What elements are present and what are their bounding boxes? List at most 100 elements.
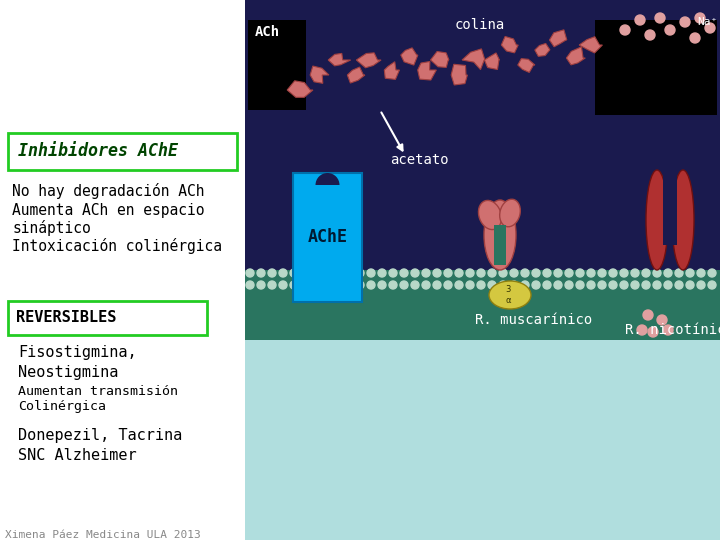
Polygon shape [401, 48, 418, 65]
Circle shape [378, 269, 386, 277]
Circle shape [587, 281, 595, 289]
FancyBboxPatch shape [293, 173, 362, 302]
Circle shape [323, 281, 331, 289]
Bar [595, 20, 717, 115]
Text: acetato: acetato [390, 153, 449, 167]
Circle shape [565, 281, 573, 289]
Text: Inhibidores AChE: Inhibidores AChE [18, 143, 178, 160]
Circle shape [554, 269, 562, 277]
Circle shape [499, 281, 507, 289]
Circle shape [290, 269, 298, 277]
Circle shape [433, 269, 441, 277]
Polygon shape [535, 44, 550, 56]
Circle shape [653, 281, 661, 289]
Circle shape [554, 281, 562, 289]
Circle shape [565, 269, 573, 277]
Circle shape [345, 269, 353, 277]
Circle shape [576, 281, 584, 289]
Circle shape [521, 269, 529, 277]
Polygon shape [418, 62, 436, 80]
Circle shape [598, 269, 606, 277]
Polygon shape [384, 62, 400, 79]
Polygon shape [310, 66, 329, 83]
Bar [494, 225, 506, 265]
Circle shape [686, 281, 694, 289]
Circle shape [257, 269, 265, 277]
Ellipse shape [484, 200, 516, 270]
Circle shape [279, 269, 287, 277]
FancyBboxPatch shape [8, 301, 207, 335]
Circle shape [466, 281, 474, 289]
Bar [245, 340, 720, 540]
Circle shape [697, 281, 705, 289]
Circle shape [279, 281, 287, 289]
Bar [0, 0, 245, 540]
Circle shape [444, 269, 452, 277]
Circle shape [642, 269, 650, 277]
Circle shape [510, 269, 518, 277]
Polygon shape [501, 37, 518, 53]
Circle shape [690, 33, 700, 43]
Circle shape [356, 281, 364, 289]
Bar [245, 270, 720, 340]
Circle shape [657, 315, 667, 325]
Circle shape [246, 269, 254, 277]
Circle shape [268, 269, 276, 277]
Circle shape [532, 281, 540, 289]
Circle shape [653, 269, 661, 277]
Circle shape [643, 310, 653, 320]
Circle shape [400, 269, 408, 277]
Bar [248, 20, 306, 110]
Circle shape [645, 30, 655, 40]
Circle shape [477, 269, 485, 277]
Circle shape [609, 281, 617, 289]
Circle shape [663, 325, 673, 335]
Polygon shape [567, 47, 585, 65]
Circle shape [543, 281, 551, 289]
Polygon shape [485, 53, 500, 70]
Text: REVERSIBLES: REVERSIBLES [16, 310, 117, 326]
Text: R. muscarínico: R. muscarínico [475, 313, 593, 327]
Circle shape [455, 281, 463, 289]
Circle shape [664, 269, 672, 277]
Text: R. nicotínico: R. nicotínico [625, 323, 720, 337]
Polygon shape [287, 81, 313, 97]
Circle shape [598, 281, 606, 289]
Text: Colinérgica: Colinérgica [18, 400, 106, 413]
Circle shape [389, 269, 397, 277]
Ellipse shape [672, 170, 694, 270]
Circle shape [422, 281, 430, 289]
Circle shape [680, 17, 690, 27]
Circle shape [389, 281, 397, 289]
Circle shape [334, 281, 342, 289]
Polygon shape [518, 59, 535, 72]
Circle shape [521, 281, 529, 289]
Text: sináptico: sináptico [12, 220, 91, 236]
Polygon shape [462, 49, 485, 70]
Circle shape [620, 25, 630, 35]
Ellipse shape [646, 170, 668, 270]
Circle shape [433, 281, 441, 289]
Circle shape [455, 269, 463, 277]
Text: Donepezil, Tacrina: Donepezil, Tacrina [18, 428, 182, 443]
Circle shape [499, 269, 507, 277]
Circle shape [631, 269, 639, 277]
Text: Aumentan transmisión: Aumentan transmisión [18, 385, 178, 398]
Circle shape [675, 281, 683, 289]
Polygon shape [579, 37, 603, 53]
Circle shape [246, 281, 254, 289]
Circle shape [312, 281, 320, 289]
Circle shape [637, 325, 647, 335]
Text: 3
α: 3 α [505, 285, 510, 305]
Polygon shape [328, 53, 351, 66]
Circle shape [323, 269, 331, 277]
Wedge shape [315, 173, 340, 185]
Polygon shape [549, 30, 567, 47]
Circle shape [290, 281, 298, 289]
Circle shape [576, 269, 584, 277]
Circle shape [356, 269, 364, 277]
Circle shape [301, 281, 309, 289]
Text: colina: colina [455, 18, 505, 32]
Circle shape [620, 269, 628, 277]
Circle shape [400, 281, 408, 289]
